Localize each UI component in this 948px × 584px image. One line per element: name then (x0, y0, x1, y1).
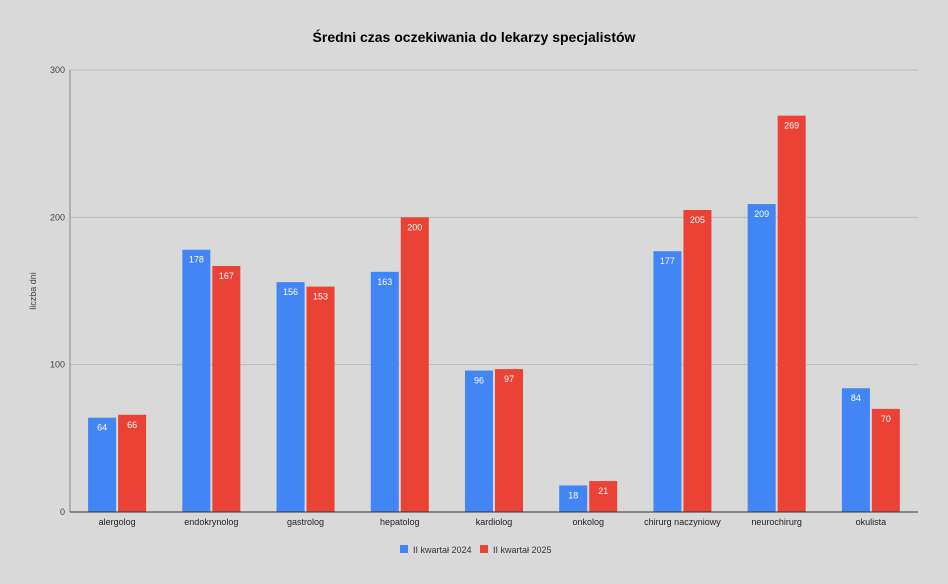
y-tick-label: 300 (50, 65, 65, 75)
bar (306, 286, 335, 512)
bar (747, 204, 776, 512)
data-label: 205 (690, 215, 705, 225)
legend-label: II kwartał 2025 (493, 545, 552, 555)
bar (88, 417, 117, 512)
legend-label: II kwartał 2024 (413, 545, 472, 555)
data-label: 178 (189, 255, 204, 265)
bar (777, 115, 806, 512)
y-tick-label: 0 (60, 507, 65, 517)
data-label: 96 (474, 376, 484, 386)
data-label: 156 (283, 287, 298, 297)
bar (653, 251, 682, 512)
legend-swatch (400, 545, 408, 553)
x-tick-label: chirurg naczyniowy (644, 517, 721, 527)
data-label: 269 (784, 121, 799, 131)
data-label: 167 (219, 271, 234, 281)
data-label: 153 (313, 292, 328, 302)
y-tick-label: 200 (50, 212, 65, 222)
bar (559, 485, 588, 512)
data-label: 209 (754, 209, 769, 219)
x-tick-label: alergolog (99, 517, 136, 527)
bar (465, 370, 493, 512)
bar (871, 408, 900, 512)
data-label: 84 (851, 393, 861, 403)
data-label: 97 (504, 374, 514, 384)
bar (400, 217, 429, 513)
data-label: 66 (127, 420, 137, 430)
x-tick-label: onkolog (572, 517, 604, 527)
legend-item[interactable]: II kwartał 2024 (400, 545, 472, 555)
bar (182, 249, 211, 512)
bar (841, 388, 870, 512)
x-tick-label: kardiolog (476, 517, 513, 527)
bar (683, 209, 712, 512)
data-label: 177 (660, 256, 675, 266)
x-tick-label: endokrynolog (184, 517, 238, 527)
bar (495, 369, 523, 512)
bar (370, 271, 399, 512)
bar (589, 481, 618, 512)
data-label: 64 (97, 423, 107, 433)
y-axis-label: liczba dni (28, 272, 38, 310)
data-label: 200 (407, 222, 422, 232)
legend-swatch (480, 545, 488, 553)
x-tick-label: hepatolog (380, 517, 420, 527)
data-label: 21 (598, 486, 608, 496)
chart-title: Średni czas oczekiwania do lekarzy specj… (313, 28, 636, 45)
bar (276, 282, 305, 512)
data-label: 70 (881, 414, 891, 424)
x-tick-label: okulista (856, 517, 887, 527)
x-tick-label: neurochirurg (751, 517, 802, 527)
data-label: 163 (377, 277, 392, 287)
bar (212, 265, 241, 512)
x-tick-label: gastrolog (287, 517, 324, 527)
y-tick-label: 100 (50, 360, 65, 370)
legend-item[interactable]: II kwartał 2025 (480, 545, 552, 555)
bar (118, 414, 147, 512)
data-label: 18 (568, 490, 578, 500)
